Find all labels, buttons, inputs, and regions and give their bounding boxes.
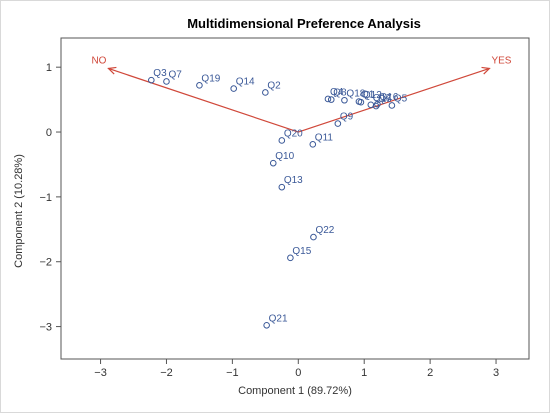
point-label: Q15 — [292, 246, 311, 257]
x-tick-label: −1 — [226, 367, 239, 379]
point-q3 — [148, 76, 155, 84]
point-label: Q17 — [373, 93, 392, 104]
point-label: Q9 — [340, 112, 354, 123]
y-tick-label: −1 — [39, 192, 52, 204]
point-label: Q1 — [361, 90, 375, 101]
x-axis-ticks: −3 −2 −1 0 1 2 3 — [94, 359, 499, 379]
point-q10 — [269, 159, 277, 167]
point-label: Q20 — [284, 128, 303, 139]
point-label: Q10 — [275, 151, 294, 162]
x-tick-label: 2 — [427, 367, 433, 379]
point-q6 — [372, 102, 380, 110]
point-q21 — [263, 321, 270, 329]
plot-area — [60, 37, 530, 360]
point-label: Q4 — [330, 87, 344, 98]
point-q20 — [278, 137, 286, 144]
point-q13 — [278, 183, 286, 191]
y-tick-label: 1 — [46, 62, 52, 74]
x-tick-label: 1 — [361, 367, 367, 379]
point-q8 — [327, 96, 335, 103]
x-axis-label: Component 1 (89.72%) — [238, 385, 352, 397]
point-label: Q11 — [315, 132, 334, 143]
point-q11 — [309, 141, 317, 148]
point-label: Q16 — [379, 92, 398, 103]
point-q18 — [341, 96, 348, 104]
chart-title: Multidimensional Preference Analysis — [187, 16, 421, 31]
y-tick-label: 0 — [46, 127, 52, 139]
point-q15 — [287, 254, 294, 262]
point-q14 — [230, 85, 237, 92]
point-q4 — [324, 95, 332, 103]
vector-arrowhead — [107, 66, 117, 75]
point-q7 — [163, 78, 170, 85]
point-q5 — [388, 102, 396, 109]
vector-label: YES — [491, 55, 511, 66]
y-tick-label: −2 — [39, 257, 52, 269]
point-label: Q12 — [363, 90, 382, 101]
point-label: Q22 — [315, 225, 334, 236]
point-label: Q18 — [346, 88, 365, 99]
vector-arrowhead — [481, 66, 491, 75]
point-label: Q7 — [168, 69, 182, 80]
x-tick-label: 3 — [493, 367, 499, 379]
point-label: Q21 — [269, 313, 288, 324]
point-label: Q2 — [267, 80, 281, 91]
point-label: Q6 — [378, 94, 392, 105]
point-label: Q13 — [284, 175, 303, 186]
point-q22 — [310, 233, 317, 241]
point-q12 — [357, 98, 365, 106]
y-axis-ticks: −3 −2 −1 0 1 — [39, 62, 61, 334]
x-tick-label: −3 — [94, 367, 107, 379]
point-q9 — [334, 120, 342, 127]
point-label: Q19 — [201, 73, 220, 84]
point-label: Q14 — [236, 77, 255, 88]
y-axis-label: Component 2 (10.28%) — [13, 154, 25, 268]
point-label: Q3 — [153, 68, 167, 79]
vector-label: NO — [91, 55, 106, 66]
x-tick-label: 0 — [295, 367, 301, 379]
x-tick-label: −2 — [160, 367, 173, 379]
point-label: Q8 — [333, 88, 347, 99]
point-q19 — [196, 82, 203, 89]
point-label: Q5 — [394, 93, 408, 104]
vector-yes — [298, 67, 490, 133]
y-tick-label: −3 — [39, 322, 52, 334]
vector-no — [108, 67, 299, 133]
point-q2 — [262, 89, 269, 96]
vector-layer: NO YES — [91, 55, 512, 133]
